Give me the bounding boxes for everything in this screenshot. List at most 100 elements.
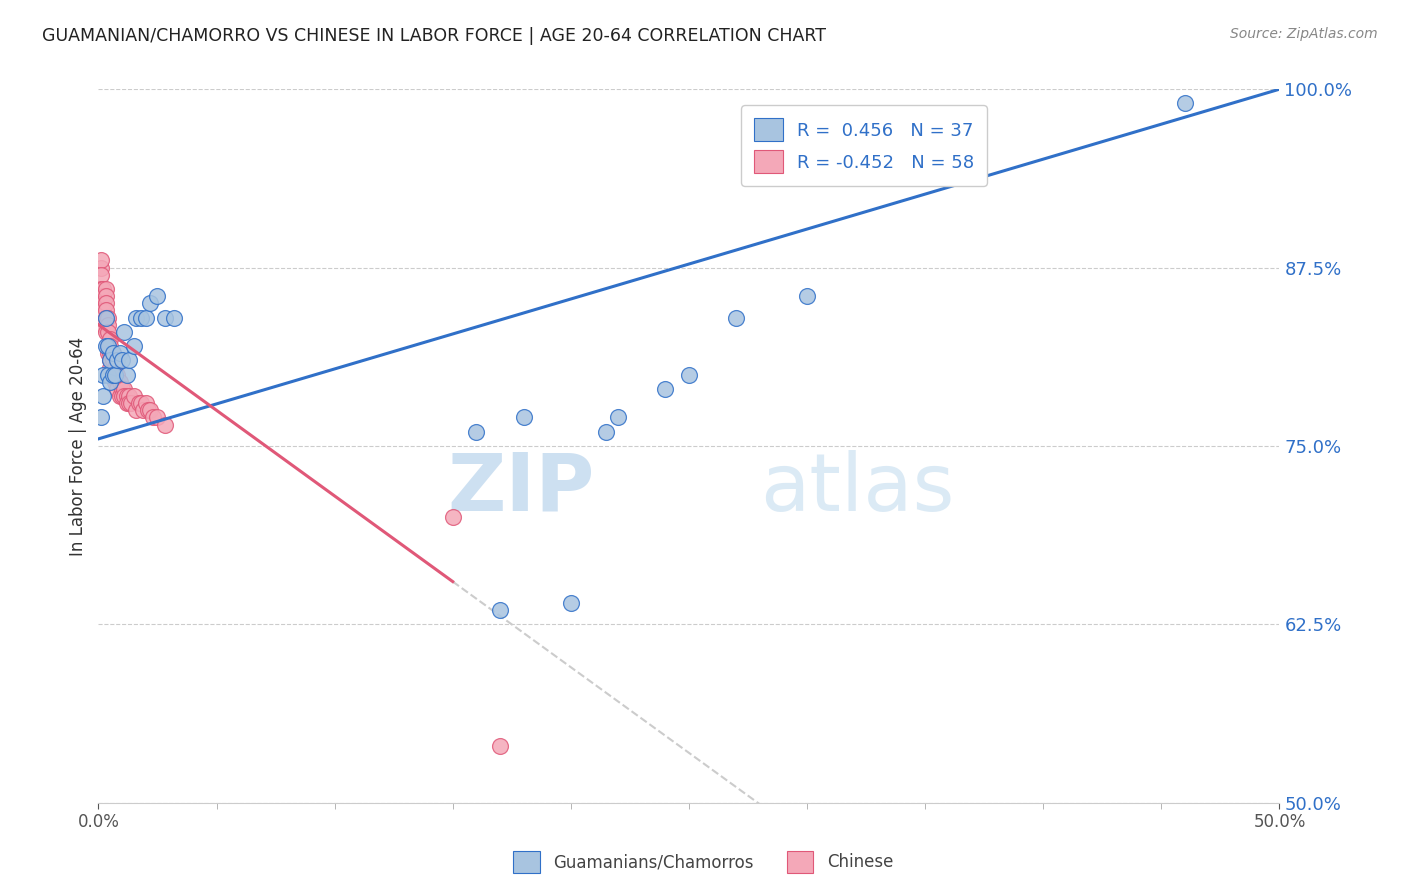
Point <box>135 396 157 410</box>
Point <box>94 310 117 325</box>
Point <box>90 260 112 275</box>
Point <box>108 375 131 389</box>
Text: ZIP: ZIP <box>447 450 595 528</box>
Point <box>118 389 141 403</box>
Point <box>94 303 117 318</box>
Point <box>94 289 117 303</box>
Text: atlas: atlas <box>759 450 955 528</box>
Point <box>94 310 117 325</box>
Point <box>654 382 676 396</box>
Point <box>101 353 124 368</box>
Point <box>489 739 512 753</box>
Point <box>91 289 114 303</box>
Point <box>111 353 134 368</box>
Point <box>98 353 121 368</box>
Point <box>1174 96 1197 111</box>
Point <box>98 346 121 360</box>
Point <box>97 368 120 382</box>
Point <box>91 282 114 296</box>
Point <box>122 339 145 353</box>
Point <box>108 389 131 403</box>
Point <box>90 253 112 268</box>
Legend: Guamanians/Chamorros, Chinese: Guamanians/Chamorros, Chinese <box>506 845 900 880</box>
Point <box>560 596 582 610</box>
Point <box>796 289 818 303</box>
Point <box>163 310 186 325</box>
Point <box>121 396 143 410</box>
Point <box>489 603 512 617</box>
Point <box>91 296 114 310</box>
Point <box>678 368 700 382</box>
Point <box>104 368 127 382</box>
Point <box>94 325 117 339</box>
Point <box>139 296 162 310</box>
Point <box>129 396 152 410</box>
Point <box>97 346 120 360</box>
Point <box>146 410 169 425</box>
Point <box>97 325 120 339</box>
Point <box>108 346 131 360</box>
Point <box>105 353 128 368</box>
Point <box>97 339 120 353</box>
Point <box>125 403 148 417</box>
Point <box>118 396 141 410</box>
Point <box>94 282 117 296</box>
Point <box>153 417 176 432</box>
Point <box>725 310 748 325</box>
Point <box>104 368 127 382</box>
Text: Source: ZipAtlas.com: Source: ZipAtlas.com <box>1230 27 1378 41</box>
Point <box>90 282 112 296</box>
Point <box>101 368 124 382</box>
Point <box>111 389 134 403</box>
Point <box>129 310 152 325</box>
Point <box>105 368 128 382</box>
Point <box>105 375 128 389</box>
Point <box>136 403 159 417</box>
Point <box>97 310 120 325</box>
Point <box>122 389 145 403</box>
Point <box>441 510 464 524</box>
Point <box>101 368 124 382</box>
Point <box>91 368 114 382</box>
Point <box>115 396 138 410</box>
Point <box>142 410 165 425</box>
Point <box>98 332 121 346</box>
Point <box>111 382 134 396</box>
Point <box>90 410 112 425</box>
Point <box>465 425 488 439</box>
Point <box>595 425 617 439</box>
Y-axis label: In Labor Force | Age 20-64: In Labor Force | Age 20-64 <box>69 336 87 556</box>
Point <box>101 346 124 360</box>
Point <box>97 318 120 332</box>
Point <box>128 396 150 410</box>
Text: GUAMANIAN/CHAMORRO VS CHINESE IN LABOR FORCE | AGE 20-64 CORRELATION CHART: GUAMANIAN/CHAMORRO VS CHINESE IN LABOR F… <box>42 27 827 45</box>
Point <box>98 375 121 389</box>
Point <box>94 296 117 310</box>
Legend: R =  0.456   N = 37, R = -0.452   N = 58: R = 0.456 N = 37, R = -0.452 N = 58 <box>741 105 987 186</box>
Point <box>98 360 121 375</box>
Point <box>90 268 112 282</box>
Point <box>98 353 121 368</box>
Point <box>94 339 117 353</box>
Point <box>105 382 128 396</box>
Point <box>91 389 114 403</box>
Point <box>91 303 114 318</box>
Point <box>139 403 162 417</box>
Point <box>118 353 141 368</box>
Point <box>115 389 138 403</box>
Point <box>112 389 135 403</box>
Point <box>607 410 630 425</box>
Point <box>153 310 176 325</box>
Point <box>101 346 124 360</box>
Point <box>125 310 148 325</box>
Point <box>104 375 127 389</box>
Point <box>97 339 120 353</box>
Point <box>146 289 169 303</box>
Point <box>115 368 138 382</box>
Point <box>132 403 155 417</box>
Point <box>91 318 114 332</box>
Point <box>512 410 534 425</box>
Point <box>135 310 157 325</box>
Point <box>112 382 135 396</box>
Point <box>98 339 121 353</box>
